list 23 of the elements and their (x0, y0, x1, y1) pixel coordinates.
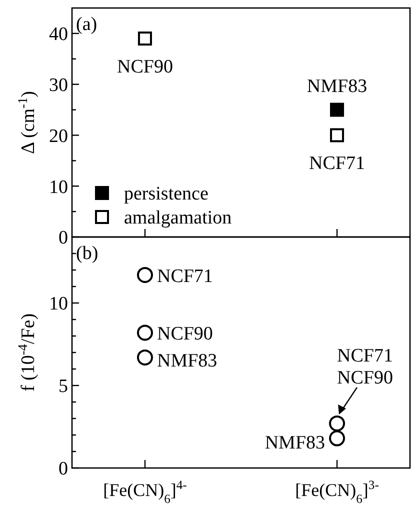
y-tick-label: 0 (58, 228, 68, 249)
annotation: NMF83 (156, 350, 218, 372)
y-tick-label: 10 (49, 294, 68, 315)
annotation: NCF90 (116, 56, 173, 78)
x-tick-label: [Fe(CN)$_{6}$]$^{4-}$ (103, 478, 187, 506)
annotation: (a) (76, 14, 98, 35)
annotation: NCF71 (156, 266, 213, 287)
annotation: (b) (76, 243, 98, 264)
legend-label: amalgamation (124, 208, 232, 229)
annotation: NMF83 (264, 432, 326, 454)
annotation: NCF71 (337, 345, 394, 366)
y-tick-label: 30 (49, 74, 68, 96)
legend-label: persistence (124, 184, 208, 205)
y-tick-label: 5 (58, 376, 68, 398)
x-tick-label: [Fe(CN)$_{6}$]$^{3-}$ (295, 478, 379, 506)
y-tick-label: 10 (49, 176, 68, 198)
annotation: NCF90 (337, 367, 394, 388)
y-tick-label: 20 (49, 126, 68, 147)
annotation: NCF90 (156, 324, 213, 345)
y-tick-label: 0 (58, 458, 68, 480)
annotation: NMF83 (306, 76, 368, 97)
y-tick-label: 40 (49, 24, 68, 46)
annotation: NCF71 (309, 153, 366, 174)
